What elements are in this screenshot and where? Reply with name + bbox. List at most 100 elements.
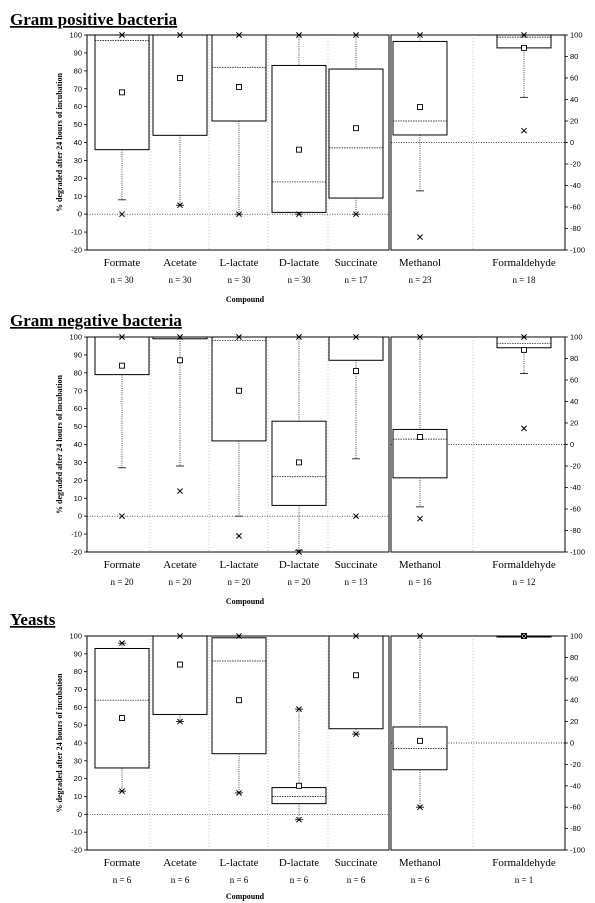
category-label: L-lactate <box>219 857 258 869</box>
max-marker <box>353 32 359 38</box>
min-marker <box>296 211 302 218</box>
category-label: D-lactate <box>279 857 319 869</box>
sample-size-label: n = 6 <box>290 875 309 885</box>
min-marker <box>119 513 125 520</box>
left-tick-label: 70 <box>74 386 82 395</box>
right-tick-label: -60 <box>570 803 581 812</box>
mean-marker <box>177 357 183 364</box>
sample-size-label: n = 6 <box>171 875 190 885</box>
iqr-box <box>94 34 150 151</box>
right-tick-label: 0 <box>570 138 574 147</box>
iqr-box <box>392 40 448 136</box>
mean-marker <box>119 715 125 721</box>
iqr-box <box>152 34 208 136</box>
iqr-box <box>328 68 384 199</box>
mean-marker <box>177 661 183 668</box>
category-label: Acetate <box>163 559 197 571</box>
chart-panel-1: Gram positive bacteria-20-10010203040506… <box>10 10 585 304</box>
left-tick-label: -20 <box>71 548 82 557</box>
sample-size-label: n = 30 <box>110 275 134 285</box>
max-marker <box>236 633 242 639</box>
max-marker <box>119 640 125 647</box>
y-axis-label: % degraded after 24 hours of incubation <box>55 72 64 212</box>
sample-size-label: n = 18 <box>512 275 536 285</box>
left-tick-label: 70 <box>74 84 82 93</box>
sample-size-label: n = 30 <box>287 275 311 285</box>
sample-size-label: n = 6 <box>347 875 366 885</box>
category-label: Formate <box>104 559 141 571</box>
min-marker <box>417 515 423 522</box>
right-tick-label: 100 <box>570 632 583 641</box>
left-tick-label: 30 <box>74 756 82 765</box>
iqr-box <box>211 637 267 755</box>
right-tick-label: -20 <box>570 462 581 471</box>
category-label: L-lactate <box>219 257 258 269</box>
category-label: Methanol <box>399 257 441 269</box>
left-tick-label: 70 <box>74 685 82 694</box>
max-marker <box>236 334 242 340</box>
mean-marker <box>236 387 242 394</box>
mean-marker <box>521 44 527 51</box>
min-marker <box>236 532 242 539</box>
category-label: Methanol <box>399 857 441 869</box>
sample-size-label: n = 16 <box>408 577 432 587</box>
right-tick-label: 60 <box>570 74 578 83</box>
left-tick-label: 30 <box>74 458 82 467</box>
iqr-box <box>152 635 208 715</box>
category-label: L-lactate <box>219 559 258 571</box>
mean-marker <box>353 125 359 132</box>
min-marker <box>296 816 302 823</box>
min-marker <box>353 513 359 520</box>
right-tick-label: -100 <box>570 548 585 557</box>
max-marker <box>353 334 359 340</box>
sample-size-label: n = 30 <box>168 275 192 285</box>
mean-marker <box>119 89 125 96</box>
mean-marker <box>521 346 527 353</box>
left-tick-label: 100 <box>69 333 82 342</box>
right-tick-label: 60 <box>570 376 578 385</box>
max-marker <box>296 32 302 38</box>
max-marker <box>296 334 302 340</box>
iqr-box <box>271 787 327 805</box>
left-tick-label: 10 <box>74 792 82 801</box>
right-tick-label: -60 <box>570 505 581 514</box>
right-tick-label: 100 <box>570 333 583 342</box>
left-tick-label: -10 <box>71 530 82 539</box>
left-tick-label: 50 <box>74 120 82 129</box>
category-label: Acetate <box>163 857 197 869</box>
category-label: Succinate <box>335 559 378 571</box>
sample-size-label: n = 6 <box>411 875 430 885</box>
min-marker <box>417 804 423 811</box>
chart-panel-2: Gram negative bacteria-20-10010203040506… <box>10 311 585 606</box>
min-marker <box>353 731 359 738</box>
max-marker <box>417 633 423 639</box>
mean-marker <box>296 146 302 153</box>
category-label: Formaldehyde <box>492 559 556 571</box>
left-tick-label: 0 <box>78 512 82 521</box>
min-marker <box>521 425 527 432</box>
category-label: Formaldehyde <box>492 257 556 269</box>
mean-marker <box>353 672 359 679</box>
right-tick-label: 0 <box>570 440 574 449</box>
iqr-box <box>271 64 327 213</box>
category-label: Formate <box>104 257 141 269</box>
right-tick-label: -40 <box>570 483 581 492</box>
sample-size-label: n = 20 <box>227 577 251 587</box>
mean-marker <box>353 368 359 374</box>
category-label: Succinate <box>335 857 378 869</box>
category-label: Formaldehyde <box>492 857 556 869</box>
min-marker <box>236 211 242 218</box>
left-tick-label: 80 <box>74 667 82 676</box>
left-tick-label: 60 <box>74 404 82 413</box>
max-marker <box>296 706 302 713</box>
min-marker <box>177 718 183 725</box>
chart-panel-3: Yeasts-20-100102030405060708090100-100-8… <box>10 610 585 901</box>
left-tick-label: -20 <box>71 846 82 855</box>
sample-size-label: n = 30 <box>227 275 251 285</box>
right-tick-label: 40 <box>570 397 578 406</box>
right-tick-label: -100 <box>570 846 585 855</box>
right-tick-label: -20 <box>570 160 581 169</box>
panel-title: Gram negative bacteria <box>10 311 182 330</box>
right-tick-label: 40 <box>570 696 578 705</box>
max-marker <box>521 334 527 340</box>
